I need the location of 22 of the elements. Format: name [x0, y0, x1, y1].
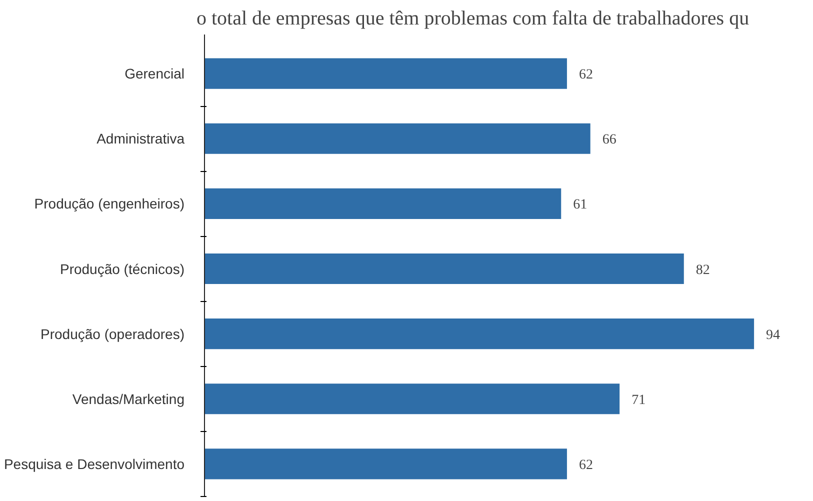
y-tick-label: Produção (engenheiros) — [34, 196, 185, 212]
bar — [204, 448, 567, 480]
y-tick-label: Pesquisa e Desenvolvimento — [4, 456, 185, 472]
bar — [204, 253, 684, 284]
data-label: 62 — [578, 68, 593, 83]
data-label: 82 — [696, 262, 710, 278]
data-label: 71 — [632, 392, 646, 408]
y-tick-label: Gerencial — [124, 66, 185, 82]
data-label: 61 — [573, 198, 588, 213]
y-tick-label: Vendas/Marketing — [72, 390, 185, 407]
bar — [204, 123, 590, 154]
chart-title: o total de empresas que têm problemas com falta de trabalhadores qu — [196, 8, 750, 30]
data-label: 94 — [766, 328, 780, 343]
data-label: 62 — [578, 458, 593, 473]
bar — [204, 58, 567, 89]
data-label: 66 — [602, 132, 616, 148]
y-tick-label: Administrativa — [96, 130, 185, 147]
bar — [204, 188, 562, 219]
bar — [204, 384, 620, 414]
y-tick-label: Produção (técnicos) — [60, 260, 185, 277]
bar — [204, 318, 754, 350]
y-tick-label: Produção (operadores) — [40, 326, 185, 342]
